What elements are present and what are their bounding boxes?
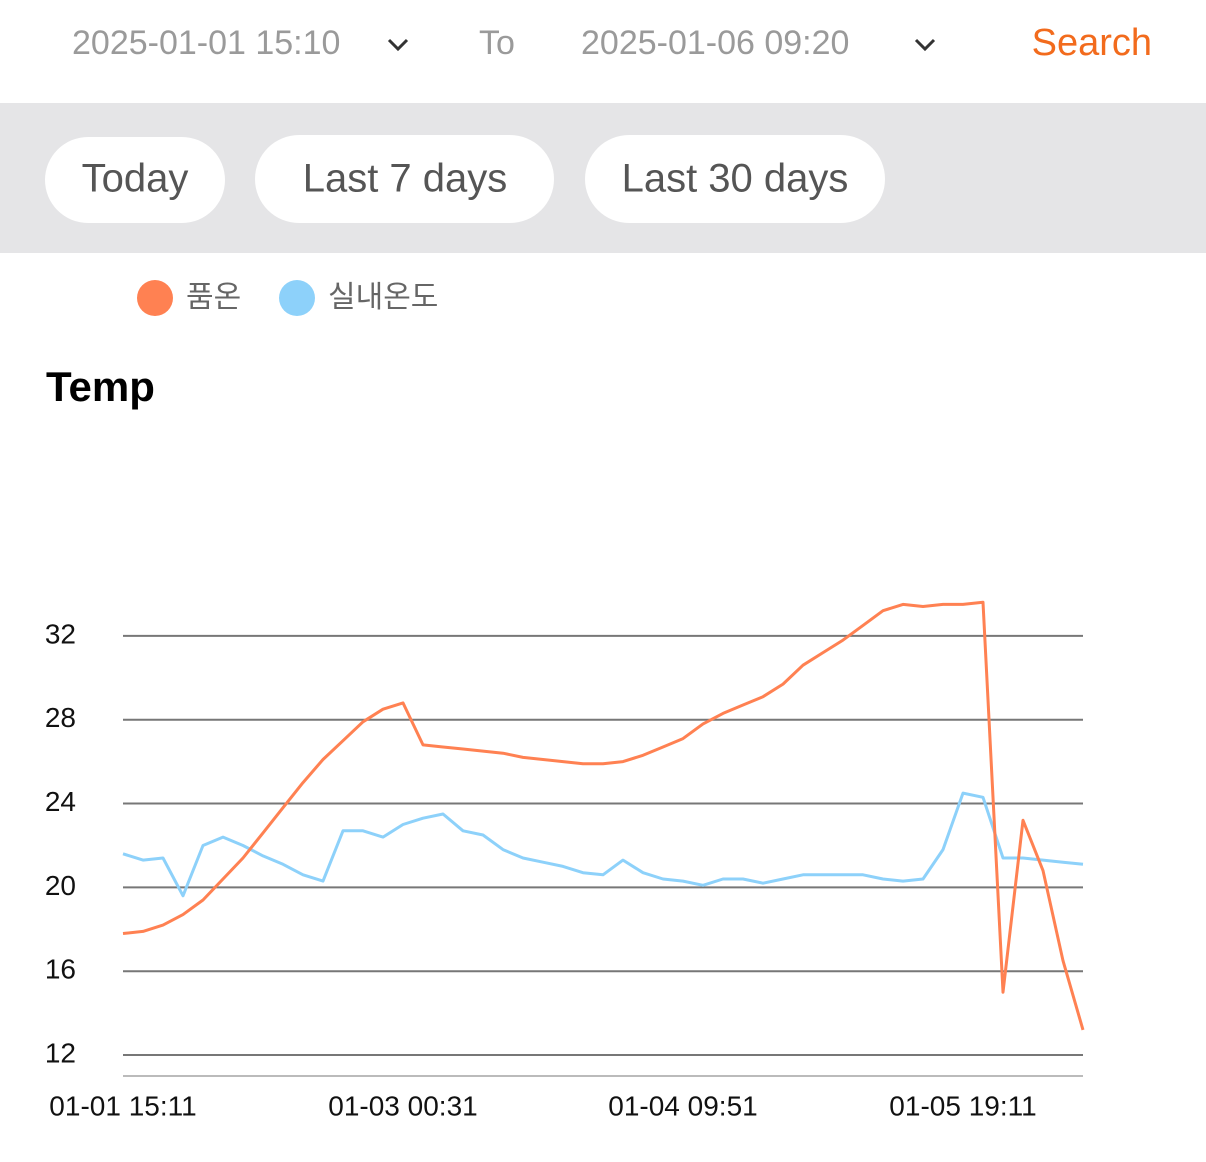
chevron[interactable] [914,38,936,52]
x-tick-label: 01-01 15:11 [49,1090,196,1121]
chip-label[interactable]: Last 7 days [303,157,508,201]
search-button[interactable]: Search [1032,22,1152,64]
chip-label[interactable]: Today [82,157,189,201]
y-tick-label: 16 [45,954,76,985]
x-tick-label: 01-04 09:51 [608,1090,757,1121]
chip[interactable] [45,137,225,223]
header-bar [0,0,1206,103]
y-tick-label: 20 [45,870,76,901]
legend-marker [279,280,315,316]
to-label: To [479,24,515,62]
start-date[interactable]: 2025-01-01 15:10 [72,24,340,62]
chart-title: Temp [46,363,155,410]
y-tick-label: 12 [45,1037,76,1068]
chip[interactable] [585,135,885,223]
y-tick-label: 32 [45,618,76,649]
series-line [122,600,1085,1031]
x-tick-label: 01-03 00:31 [328,1090,477,1121]
chip[interactable] [255,135,554,223]
legend-label: 실내온도 [328,281,438,314]
y-tick-label: 28 [45,702,76,733]
chevron[interactable] [387,38,409,52]
y-tick-label: 24 [45,786,76,817]
x-tick-label: 01-05 19:11 [889,1090,1036,1121]
legend-label: 품온 [186,281,241,314]
series-line [122,791,1084,898]
end-date[interactable]: 2025-01-06 09:20 [581,24,849,62]
chip-label[interactable]: Last 30 days [622,157,849,201]
legend-marker [137,280,173,316]
